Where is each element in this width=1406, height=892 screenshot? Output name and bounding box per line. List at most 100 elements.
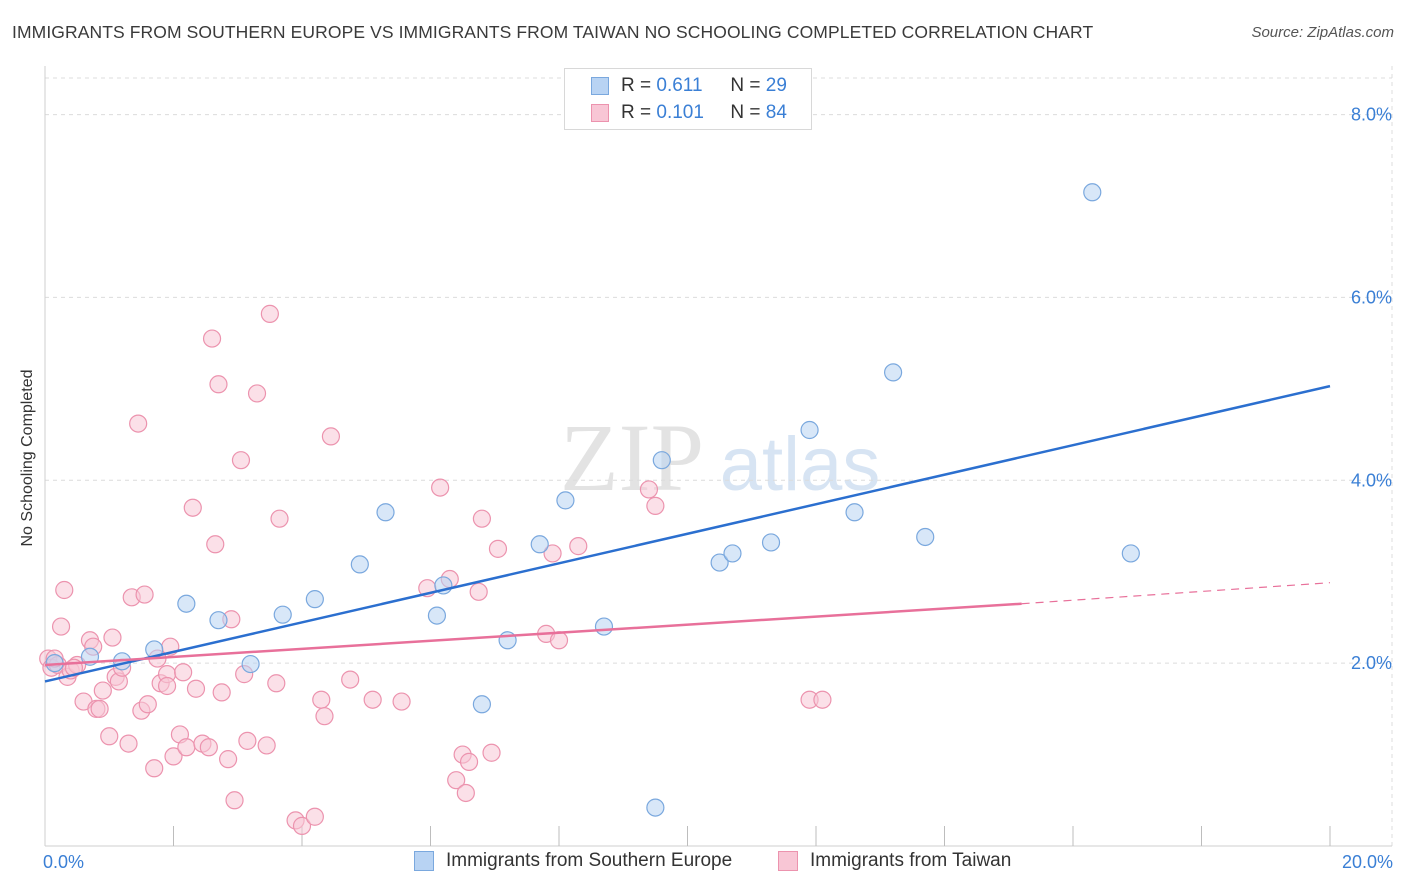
watermark: ZIP atlas xyxy=(560,404,880,511)
data-point xyxy=(247,384,267,403)
legend-swatch-pink xyxy=(778,851,798,871)
data-point xyxy=(90,699,109,718)
data-point xyxy=(710,553,729,572)
data-point xyxy=(164,747,183,766)
data-point xyxy=(652,451,671,470)
data-point xyxy=(447,771,466,790)
data-point xyxy=(883,363,903,382)
data-point xyxy=(177,594,196,613)
data-point xyxy=(639,480,659,499)
data-point xyxy=(482,743,501,762)
legend-r-label: R = xyxy=(621,75,652,96)
data-point xyxy=(456,783,475,803)
data-point xyxy=(569,537,588,556)
y-tick-label: 4.0% xyxy=(1351,470,1392,490)
data-point xyxy=(241,654,260,674)
data-point xyxy=(321,427,341,446)
data-point xyxy=(199,738,218,757)
data-point xyxy=(427,606,447,625)
y-axis-label: No Schooling Completed xyxy=(19,369,36,547)
data-point xyxy=(209,611,228,630)
data-point xyxy=(761,533,781,552)
chart-title: IMMIGRANTS FROM SOUTHERN EUROPE VS IMMIG… xyxy=(12,22,1094,42)
legend-r-value: 0.611 xyxy=(656,75,703,96)
data-point xyxy=(157,676,177,696)
tick-labels: 2.0% 4.0% 6.0% 8.0% 0.0% 20.0% xyxy=(43,105,1393,872)
data-point xyxy=(315,707,334,726)
points-southern-europe xyxy=(45,183,1140,817)
legend-row-southern-europe: R = 0.611 N = 29 xyxy=(565,73,787,99)
legend-item-taiwan[interactable]: Immigrants from Taiwan xyxy=(778,850,1011,872)
data-point xyxy=(206,535,225,554)
legend-row-taiwan: R = 0.101 N = 84 xyxy=(565,100,787,126)
data-point xyxy=(392,692,411,711)
data-point xyxy=(646,496,665,515)
y-tick-label: 6.0% xyxy=(1351,287,1392,307)
watermark-atlas: atlas xyxy=(720,422,881,507)
legend-label-southern-europe: Immigrants from Southern Europe xyxy=(446,850,733,871)
data-point xyxy=(174,663,193,682)
data-point xyxy=(186,679,206,698)
watermark-zip: ZIP xyxy=(560,404,704,511)
data-point xyxy=(363,690,382,709)
data-point xyxy=(800,420,819,440)
data-point xyxy=(257,736,276,755)
data-point xyxy=(350,555,369,574)
data-point xyxy=(845,503,864,522)
data-point xyxy=(292,816,312,835)
data-point xyxy=(312,690,331,709)
data-point xyxy=(813,690,832,709)
data-point xyxy=(273,605,292,624)
trend-lines xyxy=(44,384,1331,683)
legend-r-value: 0.101 xyxy=(656,102,704,123)
data-point xyxy=(431,478,450,497)
data-point xyxy=(238,731,257,750)
data-point xyxy=(723,544,742,563)
y-tick-label: 8.0% xyxy=(1351,105,1392,125)
data-point xyxy=(530,535,549,554)
legend-r-label: R = xyxy=(621,102,652,123)
data-point xyxy=(138,695,157,714)
legend-n-label: N = xyxy=(730,102,761,123)
data-point xyxy=(341,670,360,689)
data-point xyxy=(231,451,251,470)
data-point xyxy=(488,539,508,558)
data-point xyxy=(376,503,395,522)
legend-swatch-blue xyxy=(414,851,434,871)
legend-item-southern-europe[interactable]: Immigrants from Southern Europe xyxy=(414,850,732,872)
data-point xyxy=(100,727,119,746)
data-point xyxy=(183,498,202,517)
data-point xyxy=(55,580,74,600)
data-point xyxy=(219,750,238,769)
trend-line-taiwan xyxy=(44,602,1022,667)
data-point xyxy=(646,798,665,817)
data-point xyxy=(202,329,222,348)
legend-n-value: 29 xyxy=(765,75,787,96)
data-point xyxy=(469,582,488,601)
legend-swatch-blue xyxy=(591,77,609,95)
data-point xyxy=(556,491,575,510)
data-point xyxy=(472,509,491,528)
legend-n-label: N = xyxy=(730,75,761,96)
data-point xyxy=(225,791,244,810)
data-point xyxy=(260,304,279,323)
legend-swatch-pink xyxy=(591,104,609,122)
data-point xyxy=(543,544,562,563)
data-point xyxy=(212,683,231,702)
axes xyxy=(44,66,1392,847)
data-point xyxy=(594,617,614,636)
data-point xyxy=(1083,183,1102,202)
data-point xyxy=(93,681,112,700)
data-point xyxy=(145,759,164,778)
data-point xyxy=(1121,544,1140,563)
correlation-legend: R = 0.611 N = 29 R = 0.101 N = 84 xyxy=(564,68,812,130)
data-point xyxy=(135,585,154,604)
points-taiwan xyxy=(39,304,832,835)
data-point xyxy=(103,628,122,647)
legend-n-value: 84 xyxy=(765,102,787,123)
y-tick-label: 2.0% xyxy=(1351,653,1392,673)
trend-line-taiwan-extension xyxy=(1021,582,1331,605)
trend-line-southern-europe xyxy=(44,384,1331,683)
x-tick-label: 20.0% xyxy=(1342,852,1393,872)
